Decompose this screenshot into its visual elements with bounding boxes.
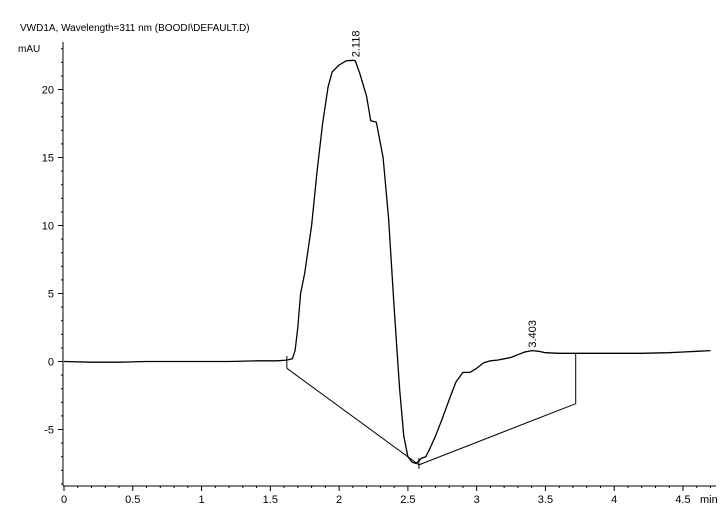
x-tick-label: 1 (198, 494, 204, 506)
x-tick-label: 4.5 (675, 494, 690, 506)
peak-label: 2.118 (350, 31, 362, 58)
x-tick-label: 2 (336, 494, 342, 506)
x-tick-label: 1.5 (263, 494, 278, 506)
signal-trace (63, 59, 711, 465)
y-tick-label: 15 (42, 153, 54, 165)
baselines (286, 353, 577, 469)
series-group (63, 59, 711, 465)
peak-label: 3.403 (527, 320, 539, 348)
axes: -5 0 5 10 15 20 0 0.5 1 1.5 2 2.5 3 3.5 4 4.5 min (42, 42, 718, 506)
x-tick-label: 2.5 (400, 494, 415, 506)
x-axis-label: min (700, 494, 718, 506)
y-tick-label: 5 (48, 289, 54, 301)
y-tick-label: 20 (42, 85, 54, 97)
x-tick-label: 0.5 (125, 494, 140, 506)
y-tick-label: 10 (42, 221, 54, 233)
y-tick-label: 0 (48, 357, 54, 369)
chart-title: VWD1A, Wavelength=311 nm (BOODI\DEFAULT.… (20, 23, 250, 34)
integration-baseline (418, 403, 576, 466)
y-tick-label: -5 (44, 425, 54, 437)
y-axis-label: mAU (18, 44, 40, 55)
x-tick-label: 3.5 (538, 494, 553, 506)
integration-baseline (286, 367, 420, 466)
x-tick-label: 3 (474, 494, 480, 506)
x-tick-label: 0 (61, 494, 67, 506)
peak-annotations: 2.118 3.403 (350, 31, 539, 348)
x-tick-label: 4 (611, 494, 617, 506)
